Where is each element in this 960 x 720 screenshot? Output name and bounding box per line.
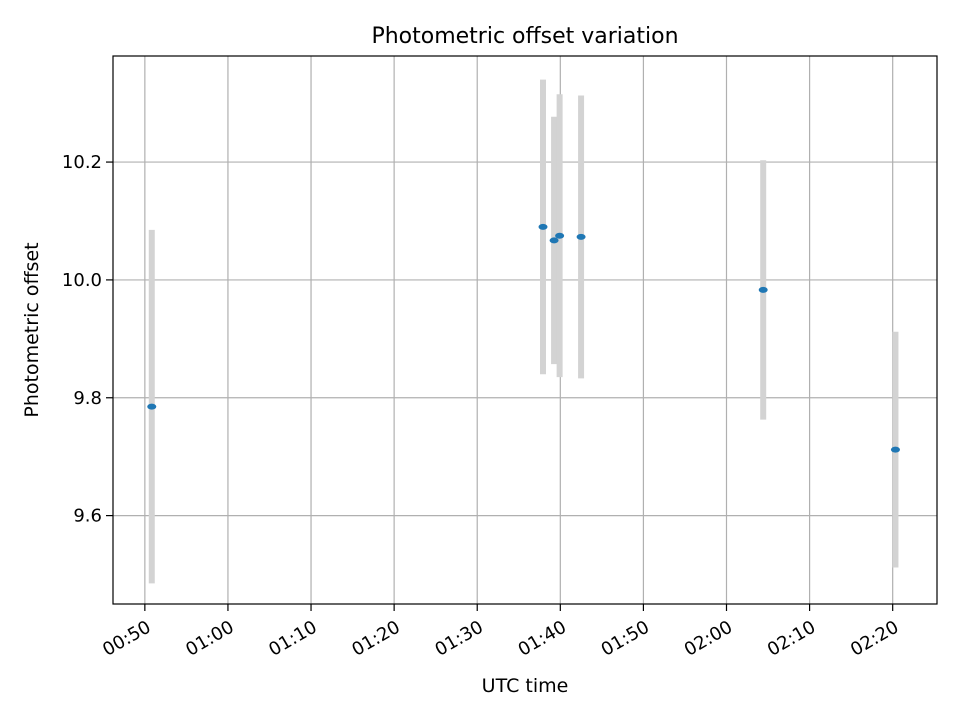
y-axis-ticks: 9.6 9.8 10.0 10.2 [62, 152, 113, 527]
data-points [147, 223, 900, 453]
data-point [147, 403, 157, 410]
x-axis-label: UTC time [482, 675, 569, 697]
data-point [758, 286, 768, 293]
chart-title: Photometric offset variation [371, 24, 678, 49]
data-point [549, 237, 559, 244]
y-tick-label: 9.8 [73, 388, 102, 409]
y-axis-label: Photometric offset [21, 242, 43, 417]
y-tick-label: 10.0 [62, 270, 102, 291]
plot-frame [112, 55, 938, 605]
data-point [576, 233, 586, 240]
data-point [555, 232, 565, 239]
y-tick-label: 9.6 [73, 506, 102, 527]
data-point [890, 446, 900, 453]
y-tick-label: 10.2 [62, 152, 102, 173]
data-point [538, 223, 548, 230]
